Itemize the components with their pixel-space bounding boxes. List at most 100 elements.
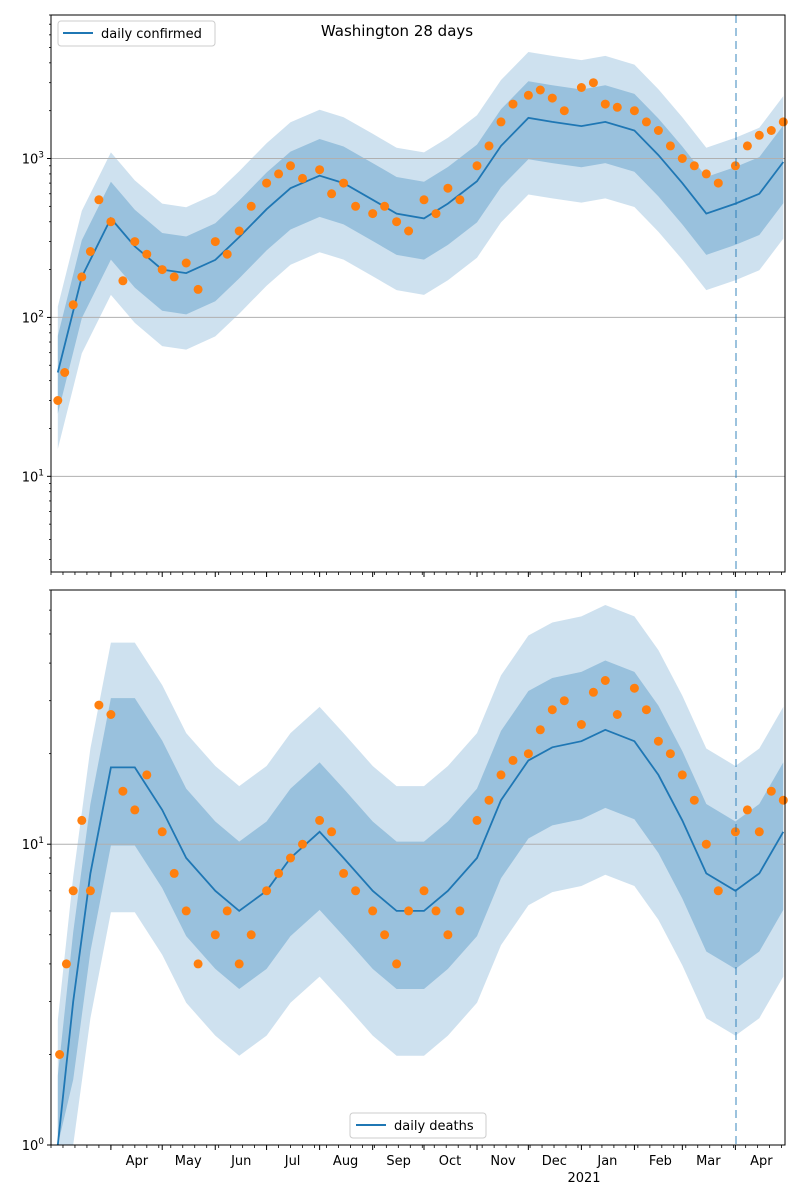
bot-data-point [496,770,506,780]
bot-data-point [210,930,220,940]
bot-data-point [665,749,675,759]
bot-data-point [404,906,414,916]
bot-data-point [778,795,788,805]
top-data-point [677,154,687,163]
top-data-point [689,161,699,171]
bot-data-point [523,749,533,759]
bot-data-point [77,815,87,825]
top-data-point [142,249,152,259]
bot-data-point [94,700,104,710]
bot-data-point [472,815,482,825]
bot-data-point [85,886,95,896]
bot-band-1 [57,660,784,1145]
bot-data-point [677,770,687,780]
top-data-point [53,396,63,405]
top-data-point [641,117,651,127]
top-data-point [169,272,179,282]
bot-data-point [142,770,152,780]
top-data-point [392,217,402,227]
top-data-point [766,126,776,135]
x-tick-label: Apr [126,1154,149,1169]
bot-data-point [368,906,378,916]
x-tick-label: Feb [649,1154,672,1169]
bot-data-point [181,906,191,916]
top-data-point [246,201,256,211]
top-y-tick-label: 101 [22,468,44,485]
bot-data-point [535,725,545,735]
top-data-point [559,106,569,116]
top-legend-label: daily confirmed [101,27,202,42]
top-plot-frame [50,14,786,573]
bot-y-tick-label: 100 [22,1137,45,1154]
bot-data-point [246,930,256,940]
x-tick-label: Oct [439,1154,461,1169]
top-fit-line [56,116,785,373]
top-data-point [742,141,752,151]
bot-data-point [55,1050,65,1059]
bot-data-point [274,868,284,878]
top-data-point [508,99,518,109]
top-data-point [130,237,140,247]
top-data-point [327,189,337,199]
bot-data-point [629,683,639,693]
x-tick-label: Jul [284,1154,301,1169]
bot-data-point [118,786,128,796]
top-data-point [523,90,533,100]
bot-data-point [234,959,244,969]
top-data-point [419,195,429,205]
bot-data-point [612,710,622,719]
top-data-point [351,201,361,211]
top-data-point [496,117,506,127]
bot-data-point [443,930,453,940]
top-data-point [274,169,284,179]
bot-data-point [327,827,337,837]
top-data-point [118,276,128,286]
top-data-point [286,161,295,171]
top-data-point [380,201,390,211]
bot-data-point [431,906,441,916]
top-data-point [368,209,378,219]
bot-data-point [576,720,586,729]
top-data-point [778,117,788,127]
bot-data-point [130,805,140,815]
top-data-point [431,209,441,219]
top-data-point [85,247,95,256]
bot-data-point [193,959,203,969]
top-legend-box [57,20,216,47]
top-data-point [234,226,244,236]
top-data-point [315,165,325,175]
bot-data-point [766,786,776,796]
top-band-0 [57,52,784,449]
top-y-ticks: 101 102 103 [22,14,51,560]
bot-data-point [286,853,295,863]
bot-data-point [484,795,494,805]
bottom-series [55,676,788,1146]
top-data-point [547,93,557,103]
top-x-ticks [50,572,782,577]
top-data-point [262,178,272,188]
bot-data-point [351,886,361,896]
bottom-plot-frame [50,589,786,1146]
top-gridlines [51,158,785,477]
top-data-point [588,78,598,88]
top-data-point [455,195,465,205]
top-data-point [713,178,723,188]
bot-data-point [588,687,598,697]
bot-data-point [157,827,167,837]
top-data-point [222,249,232,259]
bot-data-point [689,795,699,805]
top-data-point [339,178,349,188]
top-data-point [754,130,764,140]
bot-data-point [547,705,557,715]
bot-data-point [392,959,402,969]
top-data-point [653,126,663,135]
top-data-point [94,195,104,205]
bot-data-point [559,696,569,706]
top-data-point [576,83,586,92]
top-data-point [629,106,639,116]
x-tick-label: Nov [490,1154,516,1169]
top-chart-title: Washington 28 days [321,22,473,40]
bot-data-point [106,710,116,719]
bot-data-point [742,805,752,815]
bot-data-point [380,930,390,940]
